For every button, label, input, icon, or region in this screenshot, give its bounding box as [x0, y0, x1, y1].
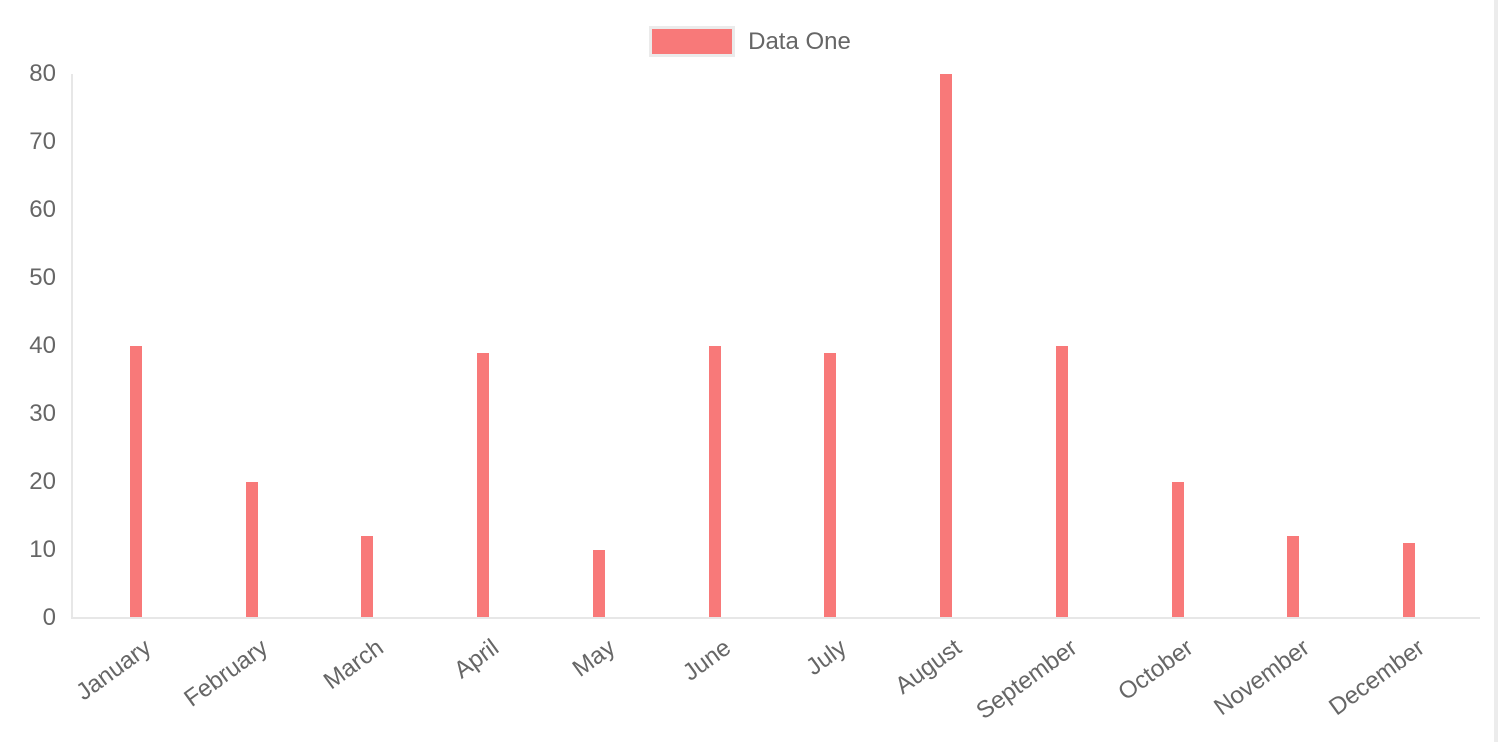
bar-april[interactable] — [477, 352, 490, 617]
x-axis-line — [71, 617, 1480, 619]
y-tick-20: 20 — [29, 468, 56, 495]
bar-november[interactable] — [1287, 536, 1300, 617]
bar-august[interactable] — [940, 74, 953, 617]
x-label-august: August — [890, 634, 967, 700]
y-tick-70: 70 — [29, 128, 56, 155]
y-tick-30: 30 — [29, 400, 56, 427]
bar-february[interactable] — [245, 482, 258, 617]
x-label-november: November — [1208, 634, 1315, 721]
y-tick-10: 10 — [29, 536, 56, 563]
x-label-april: April — [449, 634, 504, 685]
bar-october[interactable] — [1171, 482, 1184, 617]
x-label-october: October — [1113, 634, 1199, 707]
y-tick-50: 50 — [29, 264, 56, 291]
bar-june[interactable] — [708, 346, 721, 617]
x-label-february: February — [178, 634, 273, 713]
x-label-december: December — [1324, 634, 1430, 721]
y-tick-0: 0 — [42, 604, 56, 631]
bar-july[interactable] — [824, 352, 837, 617]
legend[interactable]: Data One — [0, 26, 1500, 57]
y-tick-60: 60 — [29, 196, 56, 223]
bar-january[interactable] — [129, 346, 142, 617]
bar-december[interactable] — [1403, 543, 1416, 617]
x-label-september: September — [971, 634, 1083, 725]
bar-may[interactable] — [592, 550, 605, 617]
x-label-june: June — [677, 634, 736, 687]
bar-march[interactable] — [361, 536, 374, 617]
right-edge-divider — [1494, 0, 1498, 742]
x-label-january: January — [71, 634, 157, 707]
y-axis-line — [71, 74, 73, 619]
bar-september[interactable] — [1055, 346, 1068, 617]
legend-swatch[interactable] — [649, 26, 736, 57]
x-label-march: March — [318, 634, 389, 696]
legend-label: Data One — [748, 28, 851, 55]
y-tick-40: 40 — [29, 332, 56, 359]
x-label-may: May — [567, 634, 620, 683]
x-label-july: July — [800, 634, 852, 681]
y-tick-80: 80 — [29, 60, 56, 87]
